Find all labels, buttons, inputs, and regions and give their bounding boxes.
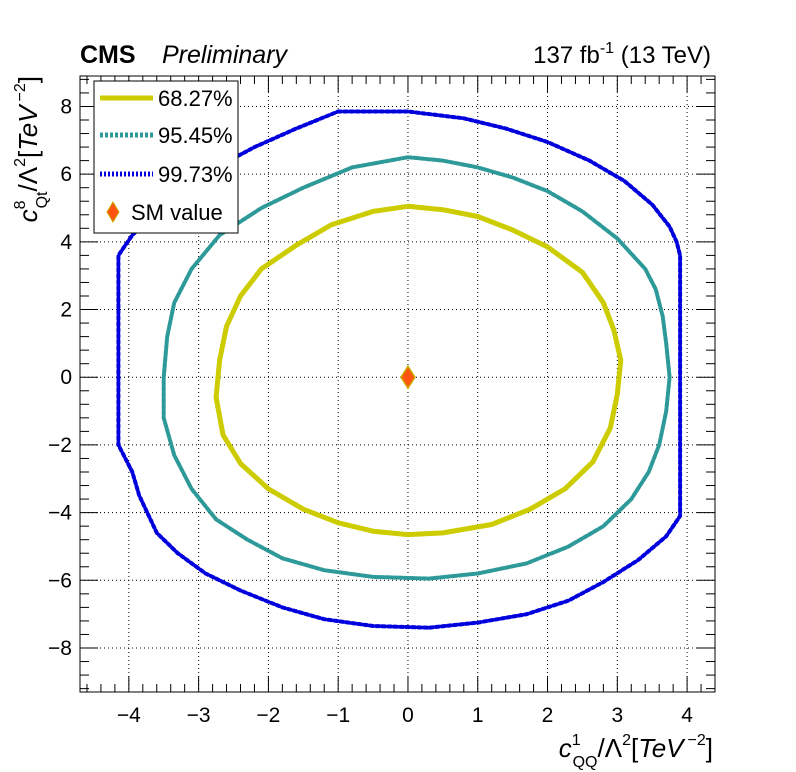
x-label-sup: 1: [572, 732, 581, 749]
energy-label: (13 TeV): [614, 42, 711, 69]
status-label: Preliminary: [162, 41, 289, 69]
x-tick-label: −3: [187, 704, 211, 727]
y-tick-label: 8: [60, 95, 72, 118]
axis-ticks: [80, 76, 716, 692]
x-axis-label: c1 QQ/Λ2[TeV −2]: [559, 732, 713, 771]
y-label-slash: /Λ: [13, 166, 43, 191]
plot-frame: [79, 75, 716, 693]
legend-label-99: 99.73%: [158, 162, 233, 187]
y-label-sq: 2: [12, 158, 29, 167]
y-tick-label: 6: [60, 163, 72, 186]
y-label-sub: Qt: [34, 191, 51, 208]
y-tick-label: −6: [48, 569, 72, 592]
legend-box: [93, 80, 239, 234]
lumi-value: 137 fb: [533, 42, 600, 69]
x-label-sq: 2: [622, 732, 631, 749]
x-label-exp: −2: [688, 732, 706, 749]
y-label-open: [: [13, 150, 43, 158]
x-tick-label: −4: [117, 704, 141, 727]
x-label-open: [: [631, 733, 639, 763]
contour-curves: [116, 109, 683, 630]
legend-label-95: 95.45%: [158, 123, 233, 148]
contour-6827: [213, 203, 624, 538]
y-tick-label: −8: [48, 637, 72, 660]
x-label-slash: /Λ: [597, 733, 622, 763]
x-tick-label: 2: [542, 704, 554, 727]
lumi-label: 137 fb-1 (13 TeV): [533, 40, 711, 69]
lumi-exponent: -1: [600, 40, 614, 57]
contour-9545: [161, 155, 672, 581]
legend-label-68: 68.27%: [158, 86, 233, 111]
x-tick-label: 4: [681, 704, 693, 727]
x-tick-label: 3: [611, 704, 623, 727]
tick-labels: −4 −3 −2 −1 0 1 2 3 4 −8 −6 −4 −2 0 2 4 6 8: [48, 95, 693, 727]
markers: [400, 364, 416, 390]
x-tick-label: −2: [256, 704, 280, 727]
y-tick-label: 2: [60, 299, 72, 322]
legend: 68.27% 95.45% 99.73% SM value: [93, 80, 239, 234]
sm-value-marker: [400, 364, 416, 390]
legend-label-sm: SM value: [131, 200, 223, 225]
x-tick-label: −1: [326, 704, 350, 727]
y-tick-label: −2: [48, 434, 72, 457]
y-tick-label: 4: [60, 231, 72, 254]
x-label-sub: QQ: [573, 754, 598, 771]
x-label-close: ]: [706, 733, 713, 763]
y-label-sup: 8: [12, 200, 29, 209]
y-label-close: ]: [13, 76, 43, 83]
experiment-label: CMS: [80, 41, 136, 69]
x-tick-label: 1: [472, 704, 484, 727]
x-label-unit: TeV: [638, 733, 686, 763]
legend-swatch-sm: [106, 201, 120, 223]
y-label-c: c: [13, 209, 43, 222]
y-label-exp: −2: [12, 83, 29, 101]
y-axis-label: c8 Qt/Λ2[TeV −2]: [12, 76, 51, 222]
x-label-c: c: [559, 733, 572, 763]
x-tick-label: 0: [402, 704, 414, 727]
y-tick-label: −4: [48, 502, 72, 525]
contour-9973: [116, 109, 683, 630]
y-label-unit: TeV: [13, 103, 43, 151]
y-tick-label: 0: [60, 366, 72, 389]
